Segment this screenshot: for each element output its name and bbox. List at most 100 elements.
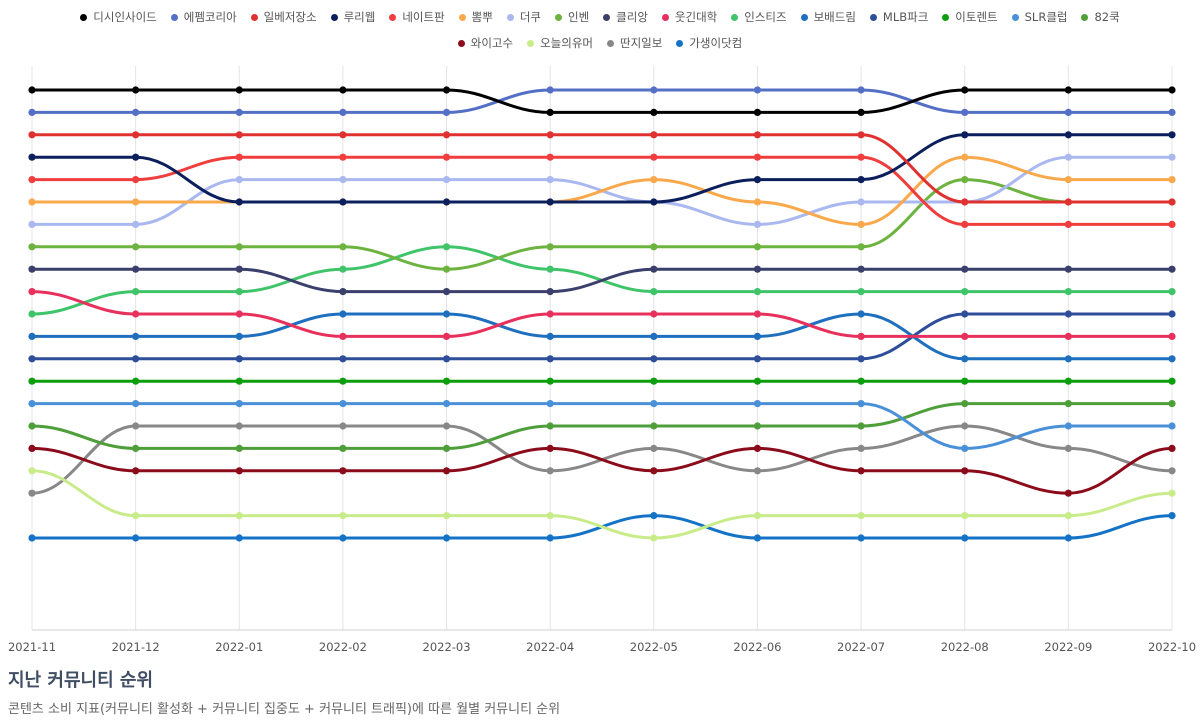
- data-point[interactable]: [650, 243, 658, 251]
- data-point[interactable]: [235, 511, 243, 520]
- data-point[interactable]: [28, 355, 36, 363]
- data-point[interactable]: [753, 176, 762, 184]
- data-point[interactable]: [442, 176, 451, 184]
- data-point[interactable]: [1168, 400, 1176, 408]
- data-point[interactable]: [857, 534, 865, 542]
- data-point[interactable]: [1168, 467, 1176, 475]
- data-point[interactable]: [1064, 489, 1072, 497]
- data-point[interactable]: [961, 86, 969, 94]
- data-point[interactable]: [442, 422, 451, 430]
- data-point[interactable]: [339, 176, 347, 184]
- data-point[interactable]: [442, 153, 451, 161]
- series-line[interactable]: [30, 133, 1174, 204]
- data-point[interactable]: [132, 220, 140, 228]
- legend-item[interactable]: 일베저장소: [250, 9, 317, 25]
- data-point[interactable]: [1064, 422, 1072, 430]
- legend-item[interactable]: 뽐뿌: [458, 9, 493, 25]
- legend-item[interactable]: 루리웹: [330, 9, 375, 25]
- data-point[interactable]: [339, 511, 347, 520]
- data-point[interactable]: [1168, 288, 1176, 296]
- data-point[interactable]: [132, 288, 140, 296]
- data-point[interactable]: [650, 400, 658, 408]
- data-point[interactable]: [28, 310, 36, 318]
- legend-item[interactable]: 디시인사이드: [80, 9, 157, 25]
- data-point[interactable]: [650, 467, 658, 475]
- data-point[interactable]: [1064, 310, 1072, 318]
- data-point[interactable]: [235, 243, 243, 251]
- data-point[interactable]: [132, 243, 140, 251]
- data-point[interactable]: [650, 131, 658, 139]
- legend-item[interactable]: 오늘의유머: [527, 35, 593, 51]
- data-point[interactable]: [650, 310, 658, 318]
- data-point[interactable]: [753, 220, 762, 228]
- data-point[interactable]: [546, 265, 554, 273]
- data-point[interactable]: [442, 243, 451, 251]
- legend-item[interactable]: 더쿠: [506, 9, 541, 25]
- data-point[interactable]: [1168, 198, 1176, 206]
- data-point[interactable]: [1064, 444, 1072, 452]
- data-point[interactable]: [961, 377, 969, 385]
- data-point[interactable]: [235, 288, 243, 296]
- data-point[interactable]: [961, 153, 969, 161]
- data-point[interactable]: [339, 265, 347, 273]
- legend-item[interactable]: 82쿡: [1081, 9, 1120, 25]
- data-point[interactable]: [1168, 511, 1176, 520]
- data-point[interactable]: [28, 153, 36, 161]
- data-point[interactable]: [857, 108, 865, 116]
- data-point[interactable]: [546, 86, 554, 94]
- data-point[interactable]: [132, 377, 140, 385]
- data-point[interactable]: [650, 86, 658, 94]
- data-point[interactable]: [1064, 511, 1072, 520]
- data-point[interactable]: [442, 198, 451, 206]
- data-point[interactable]: [442, 534, 451, 542]
- data-point[interactable]: [442, 511, 451, 520]
- series-일베저장소[interactable]: [28, 131, 1176, 206]
- data-point[interactable]: [442, 86, 451, 94]
- data-point[interactable]: [28, 176, 36, 184]
- data-point[interactable]: [961, 265, 969, 273]
- series-웃긴대학[interactable]: [28, 288, 1176, 340]
- data-point[interactable]: [235, 265, 243, 273]
- data-point[interactable]: [546, 310, 554, 318]
- data-point[interactable]: [857, 444, 865, 452]
- legend-item[interactable]: MLB파크: [869, 9, 928, 25]
- data-point[interactable]: [1064, 534, 1072, 542]
- data-point[interactable]: [28, 86, 36, 94]
- data-point[interactable]: [339, 243, 347, 251]
- legend-item[interactable]: 보배드림: [800, 9, 856, 25]
- data-point[interactable]: [28, 444, 36, 452]
- data-point[interactable]: [961, 422, 969, 430]
- data-point[interactable]: [339, 108, 347, 116]
- data-point[interactable]: [546, 467, 554, 475]
- series-보배드림[interactable]: [28, 310, 1176, 363]
- data-point[interactable]: [28, 467, 36, 475]
- data-point[interactable]: [339, 198, 347, 206]
- data-point[interactable]: [442, 265, 451, 273]
- data-point[interactable]: [1064, 108, 1072, 116]
- legend-item[interactable]: 가생이닷컴: [676, 35, 742, 51]
- data-point[interactable]: [857, 355, 865, 363]
- data-point[interactable]: [28, 265, 36, 273]
- data-point[interactable]: [857, 511, 865, 520]
- legend-item[interactable]: 이토렌트: [942, 9, 998, 25]
- series-line[interactable]: [30, 402, 1174, 450]
- data-point[interactable]: [546, 108, 554, 116]
- data-point[interactable]: [28, 288, 36, 296]
- data-point[interactable]: [1168, 310, 1176, 318]
- data-point[interactable]: [132, 332, 140, 340]
- data-point[interactable]: [650, 332, 658, 340]
- data-point[interactable]: [132, 310, 140, 318]
- data-point[interactable]: [546, 288, 554, 296]
- series-클리앙[interactable]: [28, 265, 1176, 296]
- data-point[interactable]: [961, 534, 969, 542]
- data-point[interactable]: [753, 422, 762, 430]
- data-point[interactable]: [546, 153, 554, 161]
- series-SLR클럽[interactable]: [28, 400, 1176, 452]
- data-point[interactable]: [339, 377, 347, 385]
- data-point[interactable]: [1168, 422, 1176, 430]
- data-point[interactable]: [650, 153, 658, 161]
- series-line[interactable]: [30, 402, 1174, 450]
- series-line[interactable]: [30, 312, 1174, 361]
- data-point[interactable]: [753, 534, 762, 542]
- data-point[interactable]: [1168, 355, 1176, 363]
